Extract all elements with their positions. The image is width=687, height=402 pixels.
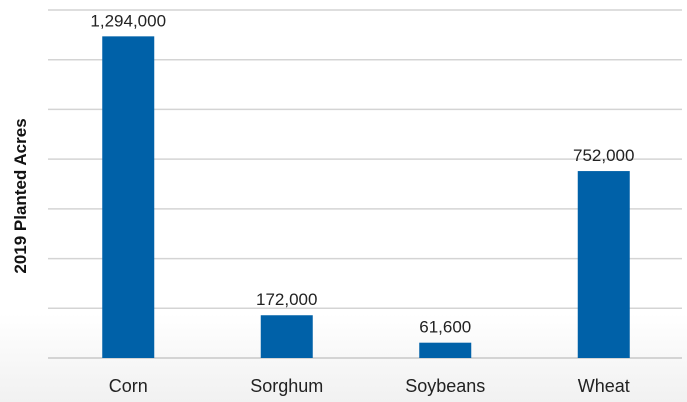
bar-value-label-corn: 1,294,000 xyxy=(90,11,166,30)
bars xyxy=(102,36,630,358)
bar-value-label-wheat: 752,000 xyxy=(573,146,634,165)
category-label-corn: Corn xyxy=(109,376,148,396)
category-label-soybeans: Soybeans xyxy=(405,376,485,396)
bar-value-labels: 1,294,000 172,000 61,600 752,000 xyxy=(90,11,634,336)
bar-value-label-sorghum: 172,000 xyxy=(256,290,317,309)
y-axis-title: 2019 Planted Acres xyxy=(11,118,30,273)
bar-sorghum xyxy=(260,315,313,358)
category-label-wheat: Wheat xyxy=(578,376,630,396)
bar-corn xyxy=(102,36,155,358)
bar-value-label-soybeans: 61,600 xyxy=(419,318,471,337)
category-label-sorghum: Sorghum xyxy=(250,376,323,396)
bar-soybeans xyxy=(419,342,472,358)
category-labels: Corn Sorghum Soybeans Wheat xyxy=(109,376,630,396)
bar-wheat xyxy=(577,171,630,358)
